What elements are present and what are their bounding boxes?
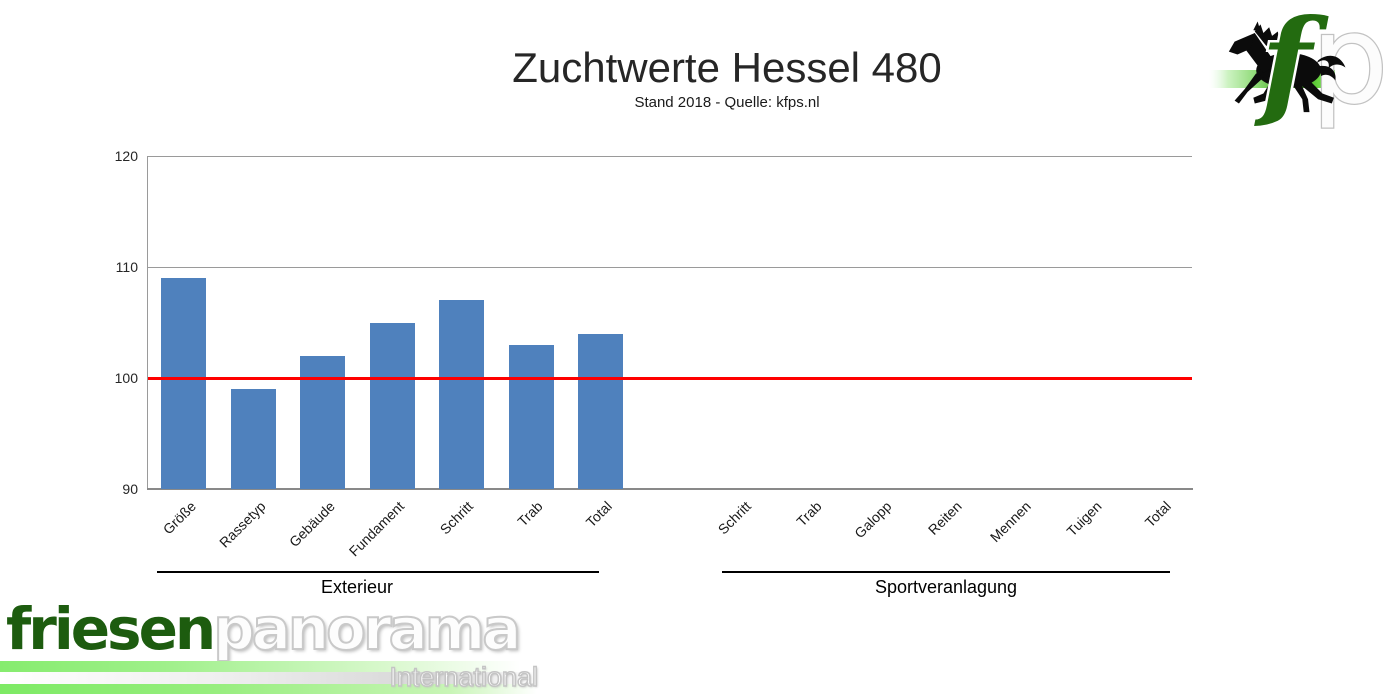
x-label-total: Total [582, 498, 615, 531]
wordmark-text: friesenpanorama [6, 595, 522, 663]
page-title: Zuchtwerte Hessel 480 [512, 44, 942, 91]
x-label-total: Total [1142, 498, 1175, 531]
y-tick-100: 100 [114, 370, 138, 386]
wordmark-band-middle [0, 672, 548, 684]
bar-total [578, 333, 623, 489]
horse-logo-icon: p f [1209, 0, 1390, 135]
group-underline-sportveranlagung [722, 571, 1170, 573]
x-label-gebäude: Gebäude [285, 498, 338, 551]
x-label-schritt: Schritt [436, 498, 477, 538]
y-axis-line [147, 156, 148, 490]
wordmark-friesen: friesen [6, 595, 216, 663]
bar-trab [508, 344, 554, 489]
page-subtitle: Stand 2018 - Quelle: kfps.nl [634, 94, 820, 111]
x-label-rassetyp: Rassetyp [215, 498, 269, 551]
x-label-mennen: Mennen [987, 498, 1035, 546]
x-label-fundament: Fundament [345, 498, 407, 560]
x-label-trab: Trab [793, 498, 825, 530]
bar-fundament [369, 322, 415, 489]
group-underline-exterieur [157, 571, 599, 573]
plot-area [147, 156, 1193, 490]
gridline-110 [148, 267, 1192, 268]
bar-schritt [439, 300, 484, 489]
bar-größe [161, 278, 206, 489]
x-label-reiten: Reiten [924, 498, 965, 538]
x-label-galopp: Galopp [851, 498, 895, 542]
wordmark-panorama: panorama [212, 595, 522, 663]
wordmark-band-top [0, 661, 548, 672]
y-tick-110: 110 [115, 259, 138, 275]
reference-line [148, 377, 1192, 380]
friesenpanorama-wordmark: friesenpanorama International [0, 595, 548, 698]
group-label-sportveranlagung: Sportveranlagung [874, 577, 1018, 597]
x-label-schritt: Schritt [714, 498, 755, 538]
x-label-trab: Trab [514, 498, 546, 530]
x-label-tuigen: Tuigen [1063, 498, 1105, 540]
bar-rassetyp [230, 389, 276, 489]
gridline-120 [148, 156, 1192, 157]
horse-silhouette-icon [1228, 21, 1346, 113]
x-label-größe: Größe [159, 498, 200, 538]
x-axis-line [147, 488, 1193, 490]
friesenpanorama-logo: p f [1205, 0, 1395, 139]
wordmark-international: International [389, 661, 539, 693]
wordmark-band-bottom [0, 684, 548, 694]
group-label-exterieur: Exterieur [320, 577, 394, 597]
y-tick-90: 90 [122, 481, 138, 497]
title-block: Zuchtwerte Hessel 480 Stand 2018 - Quell… [127, 44, 1327, 111]
y-tick-120: 120 [114, 148, 138, 164]
bar-gebäude [300, 355, 345, 489]
